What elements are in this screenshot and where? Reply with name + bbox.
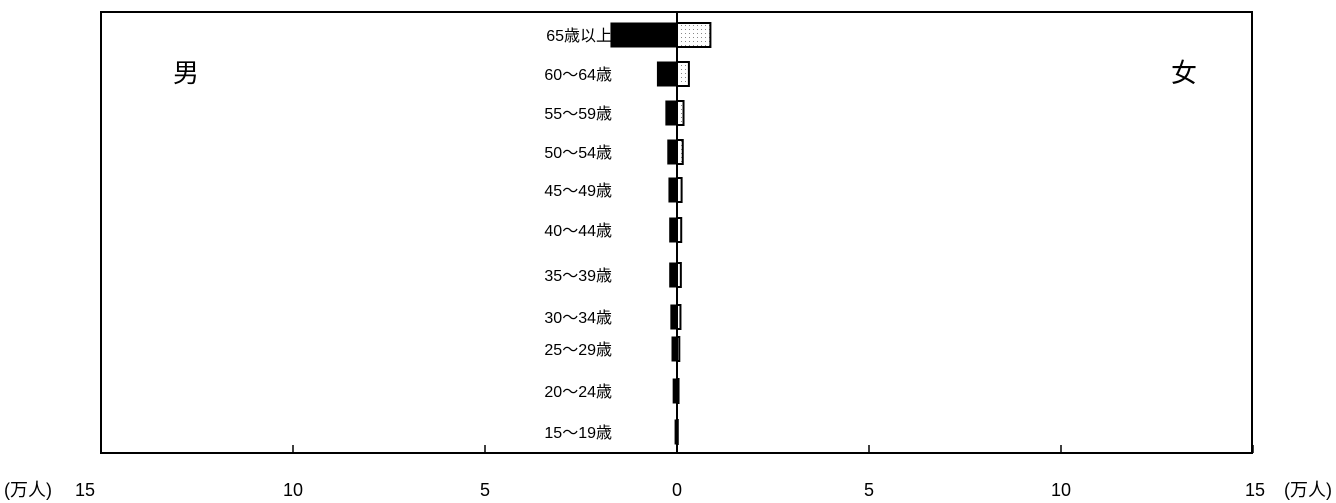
x-tick-label: 10 bbox=[1051, 480, 1071, 500]
x-tick-label: 10 bbox=[283, 480, 303, 500]
category-label: 25～29歳 bbox=[544, 341, 612, 359]
category-label: 60～64歳 bbox=[544, 66, 612, 84]
category-label: 50～54歳 bbox=[544, 144, 612, 162]
bar-female bbox=[676, 61, 690, 87]
category-label: 15～19歳 bbox=[544, 424, 612, 442]
category-label: 55～59歳 bbox=[544, 105, 612, 123]
category-label: 65歳以上 bbox=[546, 27, 612, 45]
bar-male bbox=[656, 61, 678, 87]
x-tick-label: 5 bbox=[864, 480, 874, 500]
category-label: 45～49歳 bbox=[544, 182, 612, 200]
gender-label-female: 女 bbox=[1171, 58, 1197, 88]
gender-label-male: 男 bbox=[173, 58, 199, 88]
unit-label-right: (万人) bbox=[1284, 480, 1332, 500]
x-tick-label: 0 bbox=[672, 480, 682, 500]
x-tick-label: 15 bbox=[75, 480, 95, 500]
bar-female bbox=[676, 22, 712, 48]
bar-male bbox=[667, 139, 678, 165]
unit-label-left: (万人) bbox=[4, 480, 52, 500]
category-label: 40～44歳 bbox=[544, 222, 612, 240]
bar-male bbox=[669, 262, 678, 288]
bar-male bbox=[610, 22, 678, 48]
bar-male bbox=[668, 177, 678, 203]
x-tick-label: 15 bbox=[1245, 480, 1265, 500]
category-label: 30～34歳 bbox=[544, 309, 612, 327]
bar-male bbox=[665, 100, 678, 126]
category-label: 20～24歳 bbox=[544, 383, 612, 401]
x-tick-label: 5 bbox=[480, 480, 490, 500]
bar-male bbox=[669, 217, 678, 243]
category-label: 35～39歳 bbox=[544, 267, 612, 285]
